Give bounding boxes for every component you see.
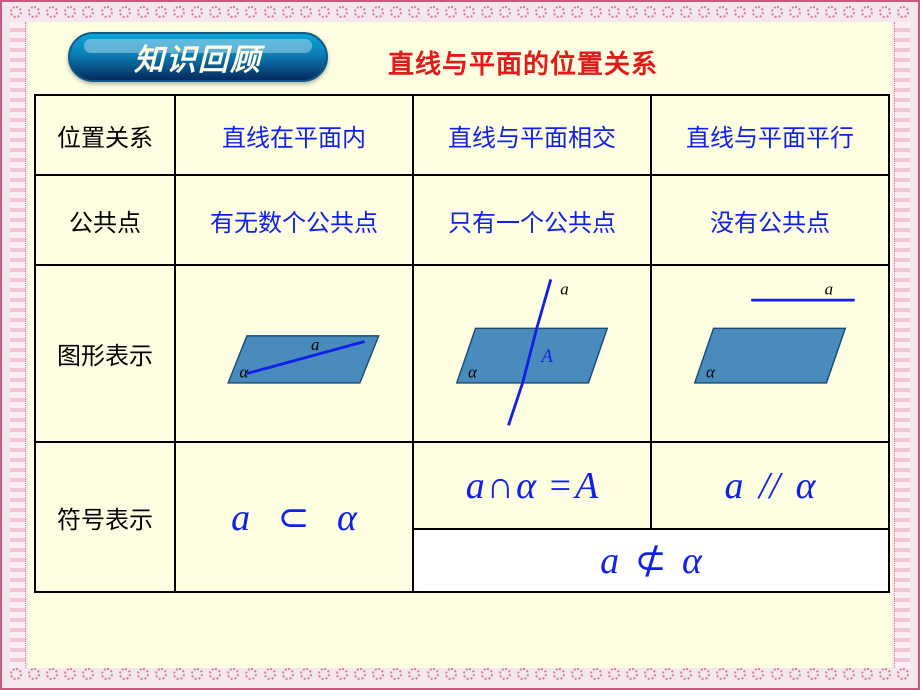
diagram-inside: a α — [175, 265, 413, 442]
left-lace — [10, 22, 26, 668]
sym-alpha: α — [796, 465, 816, 507]
diagram-intersect: a A α — [413, 265, 651, 442]
formula-not-subset: a ⊄ α — [414, 528, 888, 591]
right-lace — [894, 22, 910, 668]
sym-A: A — [575, 465, 598, 507]
row-label-points: 公共点 — [35, 175, 175, 265]
svg-text:α: α — [468, 362, 478, 381]
svg-text:a: a — [825, 279, 833, 298]
slide-content: 知识回顾 直线与平面的位置关系 位置关系 直线在平面内 直线与平面相交 直线与平… — [28, 22, 892, 668]
sym-alpha: α — [337, 497, 357, 539]
cell-position-parallel: 直线与平面平行 — [651, 95, 889, 175]
table-row: 符号表示 a ⊂ α a∩α =A — [35, 442, 889, 592]
table-row: 公共点 有无数个公共点 只有一个公共点 没有公共点 — [35, 175, 889, 265]
relations-table: 位置关系 直线在平面内 直线与平面相交 直线与平面平行 公共点 有无数个公共点 … — [34, 94, 890, 593]
cell-position-intersect: 直线与平面相交 — [413, 95, 651, 175]
sym-notsubset: ⊄ — [629, 540, 673, 582]
badge-text: 知识回顾 — [134, 35, 262, 79]
formula-merged-cell: a∩α =A a // α — [413, 442, 889, 592]
diagram-parallel: a α — [651, 265, 889, 442]
svg-text:α: α — [706, 362, 716, 381]
cell-position-inside: 直线在平面内 — [175, 95, 413, 175]
table-row: 图形表示 a α a A — [35, 265, 889, 442]
cell-points-intersect: 只有一个公共点 — [413, 175, 651, 265]
formula-intersect: a∩α =A — [414, 443, 652, 528]
decorative-frame: 知识回顾 直线与平面的位置关系 位置关系 直线在平面内 直线与平面相交 直线与平… — [0, 0, 920, 690]
sym-a: a — [600, 540, 619, 582]
row-label-position: 位置关系 — [35, 95, 175, 175]
svg-text:a: a — [311, 335, 319, 354]
sym-a: a — [466, 465, 485, 507]
title-badge: 知识回顾 — [68, 32, 328, 82]
row-label-diagram: 图形表示 — [35, 265, 175, 442]
formula-parallel: a // α — [652, 443, 888, 528]
cell-points-inside: 有无数个公共点 — [175, 175, 413, 265]
sym-alpha: α — [516, 465, 536, 507]
scallop-bottom — [10, 668, 910, 684]
row-label-symbol: 符号表示 — [35, 442, 175, 592]
svg-text:A: A — [539, 346, 553, 367]
cell-points-parallel: 没有公共点 — [651, 175, 889, 265]
formula-inside: a ⊂ α — [175, 442, 413, 592]
sym-a: a — [231, 497, 250, 539]
sym-alpha: α — [682, 540, 702, 582]
sym-eq: = — [546, 465, 575, 507]
subtitle: 直线与平面的位置关系 — [388, 44, 658, 81]
sym-subset: ⊂ — [260, 497, 328, 539]
table-row: 位置关系 直线在平面内 直线与平面相交 直线与平面平行 — [35, 95, 889, 175]
svg-text:α: α — [239, 362, 249, 381]
sym-cap: ∩ — [485, 465, 516, 507]
sym-parallel: // — [753, 465, 786, 507]
sym-a: a — [724, 465, 743, 507]
svg-text:a: a — [560, 279, 568, 298]
scallop-top — [10, 6, 910, 22]
